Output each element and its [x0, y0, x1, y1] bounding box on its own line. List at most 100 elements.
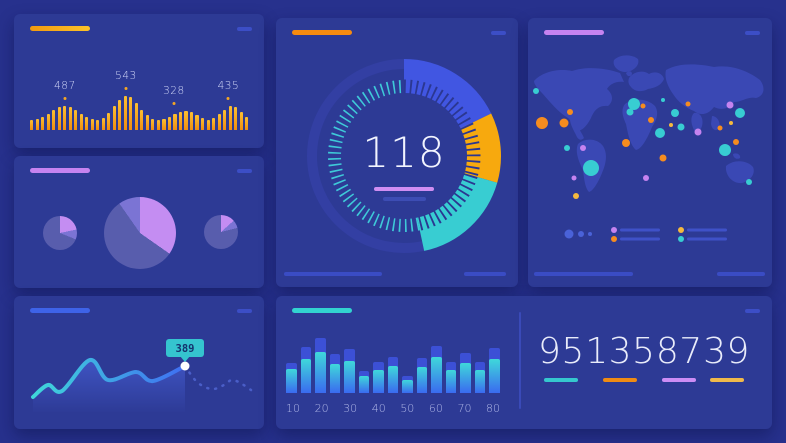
gauge-segment[interactable]: [403, 59, 492, 130]
map-dot[interactable]: [533, 88, 539, 94]
map-dot[interactable]: [729, 121, 733, 125]
bar: [156, 120, 160, 130]
bar: [162, 119, 166, 130]
gauge-segment[interactable]: [416, 172, 498, 251]
bar-fill: [315, 352, 326, 393]
pie-chart[interactable]: [43, 216, 77, 250]
map-dot[interactable]: [671, 109, 679, 117]
map-dot[interactable]: [669, 123, 673, 127]
bar: [195, 115, 199, 130]
corner-line: [237, 27, 252, 31]
marker-dot[interactable]: [180, 361, 190, 371]
bar[interactable]: [431, 346, 442, 393]
bar[interactable]: [315, 338, 326, 393]
map-dot[interactable]: [735, 108, 745, 118]
map-dot[interactable]: [694, 128, 702, 136]
panel-pie-charts: [14, 156, 264, 288]
pie-chart-group[interactable]: [14, 156, 264, 288]
panel-trend-line: 389: [14, 296, 264, 429]
bar[interactable]: [489, 348, 500, 393]
stat-value: 39: [703, 331, 750, 372]
map-dot[interactable]: [655, 128, 665, 138]
bar: [140, 110, 144, 130]
map-dot[interactable]: [571, 175, 577, 181]
bar: [134, 103, 138, 130]
map-dot[interactable]: [583, 160, 599, 176]
map-dot[interactable]: [648, 117, 654, 123]
map-dot[interactable]: [746, 179, 752, 185]
x-axis-label: 50: [400, 402, 415, 415]
map-dot[interactable]: [677, 123, 685, 131]
map-dot[interactable]: [640, 103, 646, 109]
bar: [90, 119, 94, 130]
footer-line: [464, 272, 506, 276]
map-dot[interactable]: [559, 118, 569, 128]
legend-line: [687, 237, 727, 241]
bar-fill: [300, 359, 312, 393]
bar[interactable]: [402, 376, 413, 393]
bar[interactable]: [416, 358, 428, 393]
bar: [101, 118, 105, 130]
pie-chart[interactable]: [104, 197, 176, 269]
x-axis-label: 80: [486, 402, 501, 415]
footer-line: [717, 272, 765, 276]
map-dot[interactable]: [567, 109, 573, 115]
x-axis-label: [418, 402, 425, 416]
corner-line: [745, 309, 760, 313]
stat-underline: [544, 378, 579, 382]
map-dot[interactable]: [719, 144, 731, 156]
gauge-segment[interactable]: [460, 113, 501, 183]
map-dot[interactable]: [573, 193, 579, 199]
world-map[interactable]: [528, 18, 772, 287]
bar[interactable]: [460, 353, 471, 393]
panel-accent-line: [30, 26, 90, 31]
legend-dot: [611, 227, 617, 233]
wave-bar-chart[interactable]: [30, 72, 249, 130]
bar: [245, 117, 249, 130]
trend-line-chart[interactable]: 389: [14, 296, 264, 429]
bar-fill: [460, 363, 471, 393]
bar[interactable]: [286, 363, 297, 393]
map-dot[interactable]: [536, 117, 548, 129]
bar[interactable]: [358, 371, 370, 393]
map-dot[interactable]: [726, 101, 734, 109]
map-dot[interactable]: [685, 101, 691, 107]
bar: [228, 106, 232, 130]
map-dot[interactable]: [626, 108, 634, 116]
map-dot[interactable]: [659, 154, 667, 162]
bar-fill: [474, 370, 486, 393]
bar: [129, 97, 133, 130]
bar[interactable]: [373, 362, 384, 393]
bar[interactable]: [474, 362, 486, 393]
stat-underline: [603, 378, 638, 382]
bar[interactable]: [300, 347, 312, 393]
bar[interactable]: [445, 362, 457, 393]
bar[interactable]: [344, 349, 355, 393]
map-dot[interactable]: [580, 145, 586, 151]
bar: [85, 117, 89, 130]
bar[interactable]: [329, 354, 341, 393]
x-axis-label: 40: [371, 402, 386, 415]
map-dot[interactable]: [717, 125, 723, 131]
map-dot[interactable]: [628, 98, 640, 110]
map-dot[interactable]: [733, 139, 739, 145]
legend-dot: [611, 236, 617, 242]
panel-accent-line: [292, 308, 352, 313]
map-dot[interactable]: [643, 175, 649, 181]
frequency-bar-chart[interactable]: [286, 335, 500, 393]
corner-line: [237, 169, 252, 173]
panel-accent-line: [30, 308, 90, 313]
stat-value: 135: [585, 331, 656, 372]
map-dot[interactable]: [564, 145, 570, 151]
pie-chart[interactable]: [204, 215, 238, 249]
bar: [112, 106, 116, 130]
gauge-donut-chart[interactable]: [276, 18, 518, 287]
map-dot[interactable]: [661, 98, 665, 102]
bar[interactable]: [387, 357, 399, 393]
map-dot[interactable]: [622, 139, 630, 147]
legend-dot: [678, 236, 684, 242]
gauge-track: [307, 59, 425, 253]
x-axis-labels: 10 20 30 40 50 60 70 80: [286, 402, 500, 416]
map-landmass: [534, 55, 764, 192]
